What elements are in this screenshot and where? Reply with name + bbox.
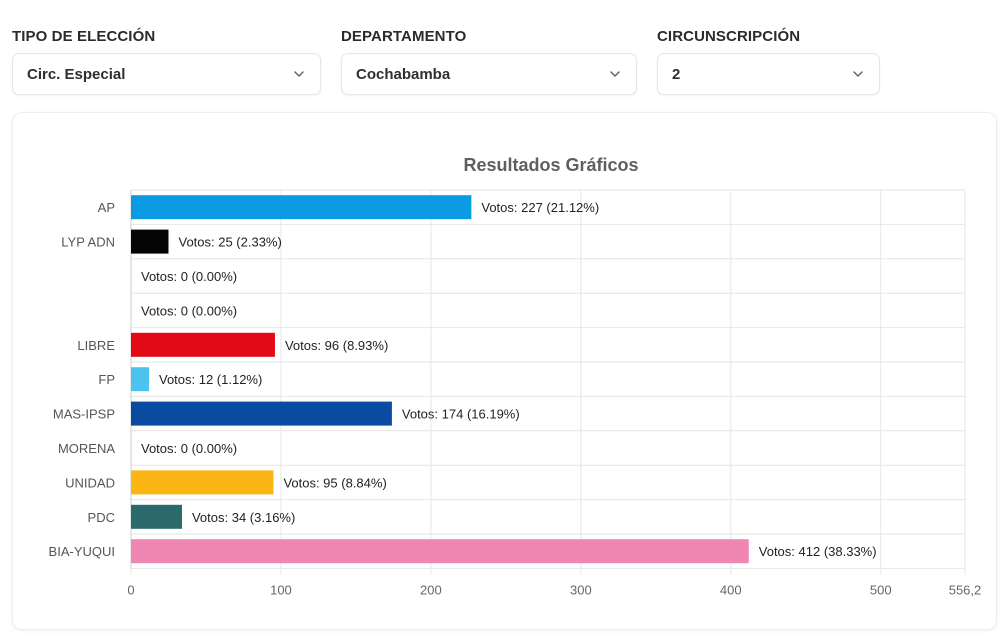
- bar-value-label: Votos: 412 (38.33%): [759, 544, 877, 559]
- filter-label: CIRCUNSCRIPCIÓN: [657, 28, 801, 45]
- results-bar-chart: Resultados Gráficos AP Votos: 227 (21.12%)…: [49, 155, 982, 597]
- filter-departamento: DEPARTAMENTO Cochabamba: [341, 28, 637, 95]
- chevron-down-icon: [853, 71, 863, 77]
- bar-value-label: Votos: 95 (8.84%): [283, 475, 386, 490]
- category-label: MORENA: [58, 441, 115, 456]
- category-label: FP: [98, 372, 115, 387]
- bar-value-label: Votos: 0 (0.00%): [141, 269, 237, 284]
- bar-value-label: Votos: 34 (3.16%): [192, 510, 295, 525]
- x-tick-label: 500: [870, 582, 892, 597]
- filter-tipo-eleccion: TIPO DE ELECCIÓN Circ. Especial: [12, 28, 321, 95]
- select-value: 2: [672, 65, 681, 83]
- x-tick-label: 400: [720, 582, 742, 597]
- results-chart-card: Resultados Gráficos AP Votos: 227 (21.12%)…: [12, 112, 997, 630]
- select-value: Circ. Especial: [27, 65, 126, 83]
- bar-fp: [131, 367, 149, 392]
- x-tick-label: 200: [420, 582, 442, 597]
- chart-title: Resultados Gráficos: [463, 155, 638, 175]
- category-label: PDC: [88, 510, 115, 525]
- x-tick-label: 100: [270, 582, 292, 597]
- bar-lyp-adn: [131, 229, 169, 254]
- x-tick-label: 556,2: [949, 582, 982, 597]
- bar-value-label: Votos: 96 (8.93%): [285, 338, 388, 353]
- bar-value-label: Votos: 12 (1.12%): [159, 372, 262, 387]
- category-label: LYP ADN: [61, 235, 115, 250]
- tipo-eleccion-select[interactable]: Circ. Especial: [12, 53, 321, 95]
- x-tick-label: 300: [570, 582, 592, 597]
- bar-unidad: [131, 470, 274, 495]
- bar-pdc: [131, 504, 182, 529]
- bar-value-label: Votos: 25 (2.33%): [178, 235, 281, 250]
- bar-value-label: Votos: 174 (16.19%): [402, 407, 520, 422]
- filter-label: DEPARTAMENTO: [341, 28, 467, 45]
- circunscripcion-select[interactable]: 2: [657, 53, 880, 95]
- category-label: LIBRE: [77, 338, 115, 353]
- filter-circunscripcion: CIRCUNSCRIPCIÓN 2: [657, 28, 880, 95]
- category-label: AP: [98, 200, 115, 215]
- departamento-select[interactable]: Cochabamba: [341, 53, 637, 95]
- category-label: UNIDAD: [65, 475, 115, 490]
- bar-libre: [131, 332, 275, 357]
- x-tick-label: 0: [127, 582, 134, 597]
- filter-label: TIPO DE ELECCIÓN: [12, 28, 156, 45]
- category-label: MAS-IPSP: [53, 407, 115, 422]
- bar-mas-ipsp: [131, 401, 392, 426]
- bar-ap: [131, 195, 472, 220]
- chevron-down-icon: [294, 71, 304, 77]
- bar-value-label: Votos: 227 (21.12%): [481, 200, 599, 215]
- bar-value-label: Votos: 0 (0.00%): [141, 441, 237, 456]
- category-label: BIA-YUQUI: [49, 544, 115, 559]
- select-value: Cochabamba: [356, 65, 451, 83]
- chevron-down-icon: [610, 71, 620, 77]
- bar-value-label: Votos: 0 (0.00%): [141, 303, 237, 318]
- bar-bia-yuqui: [131, 539, 749, 564]
